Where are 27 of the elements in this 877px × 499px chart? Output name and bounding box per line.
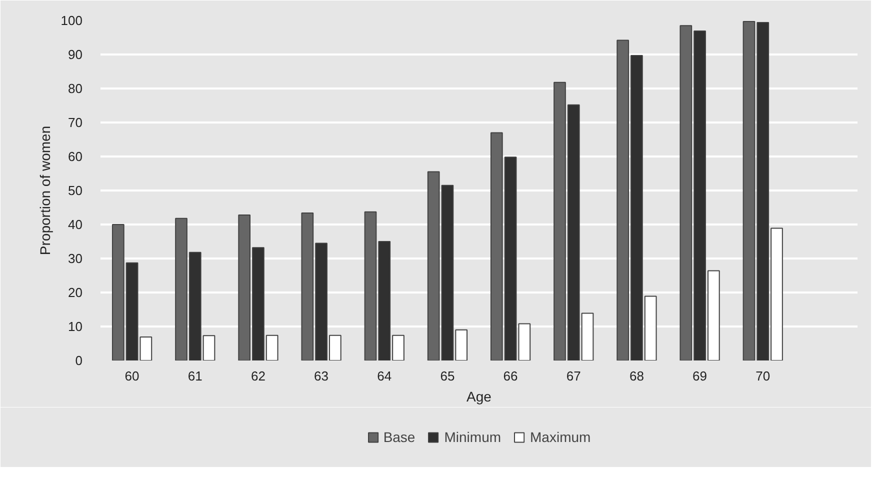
y-axis-title: Proportion of women [36,126,53,256]
y-tick-label: 40 [68,217,83,232]
y-tick-label: 50 [68,183,83,198]
y-tick-label: 100 [60,13,83,28]
y-tick-label: 60 [68,149,83,164]
x-tick-label: 66 [503,368,518,384]
x-tick-label: 68 [629,368,644,384]
x-tick-label: 67 [566,368,581,384]
x-tick-label: 64 [377,368,392,384]
y-tick-label: 30 [68,251,83,266]
x-axis-title: Age [466,388,492,404]
y-tick-label: 10 [68,319,83,334]
x-tick-label: 65 [440,368,455,384]
legend-label: Minimum [444,429,502,445]
y-tick-label: 70 [68,115,83,130]
y-tick-label: 0 [75,353,83,368]
x-tick-label: 61 [188,368,202,384]
y-tick-label: 90 [68,47,83,62]
y-tick-label: 20 [68,285,83,300]
x-tick-label: 63 [314,368,329,384]
x-tick-label: 69 [692,368,708,384]
x-tick-label: 60 [124,368,140,384]
x-tick-label: 62 [250,368,266,384]
x-tick-label: 70 [756,368,770,384]
legend-label: Base [383,429,416,445]
legend-label: Maximum [530,429,591,445]
y-tick-label: 80 [68,81,83,96]
